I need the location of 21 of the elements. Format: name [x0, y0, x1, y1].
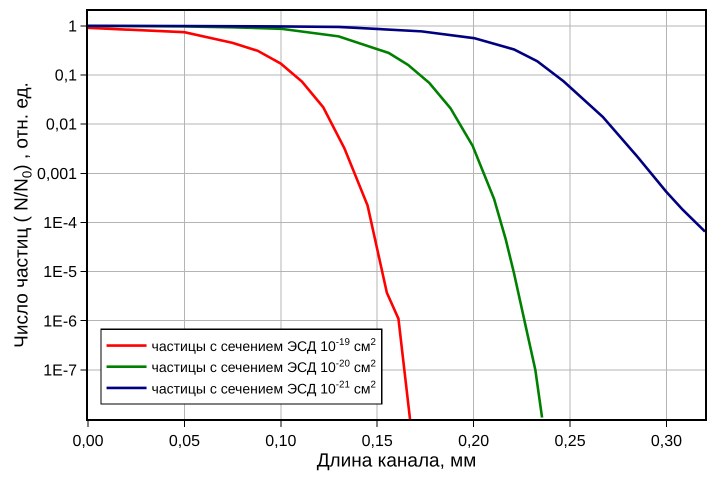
x-tick-label: 0,00 [72, 432, 104, 450]
y-tick-label: 1E-5 [43, 264, 78, 282]
y-tick-label: 1E-6 [43, 313, 78, 330]
y-tick-label: 1 [68, 18, 78, 36]
y-tick-label: 1E-7 [43, 362, 78, 380]
x-tick-label: 0,15 [362, 432, 393, 450]
legend-label: частицы с сечением ЭСД 10$^{-20}$ см$^{2}$ [152, 358, 376, 376]
x-tick-label: 0,05 [168, 432, 200, 450]
line-series [88, 24, 705, 233]
y-tick-label: 0,001 [37, 166, 78, 183]
y-tick-label: 1E-4 [43, 215, 78, 232]
legend-label: частицы с сечением ЭСД 10$^{-21}$ см$^{2}$ [152, 380, 376, 396]
x-axis-title: Длина канала, мм [316, 450, 476, 472]
x-tick-label: 0,30 [650, 432, 682, 450]
line-series [88, 26, 412, 419]
y-tick-label: 0,01 [46, 116, 78, 134]
y-tick-label: 0,1 [54, 68, 78, 85]
x-tick-label: 0,25 [554, 432, 586, 450]
x-tick-label: 0,10 [265, 432, 296, 450]
legend-label: частицы с сечением ЭСД 10$^{-19}$ см$^{2}$ [152, 337, 376, 354]
x-tick-label: 0,20 [458, 432, 490, 450]
